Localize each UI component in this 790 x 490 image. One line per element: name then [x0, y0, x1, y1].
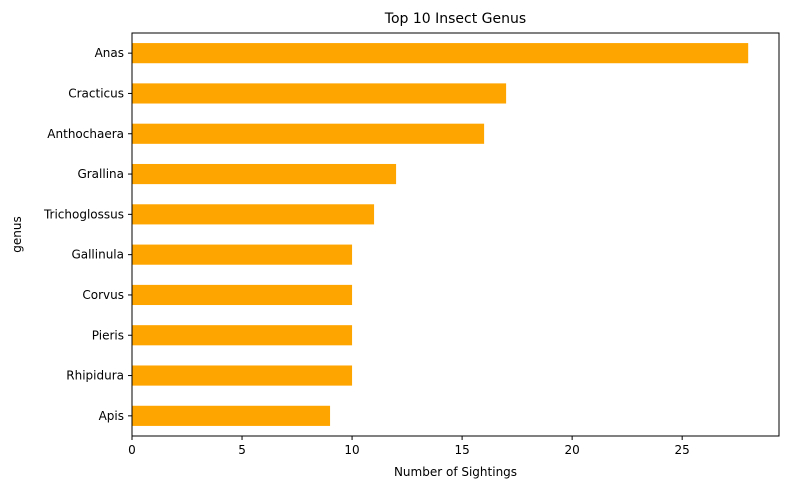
bar-trichoglossus — [132, 204, 375, 225]
bars-group — [132, 43, 749, 426]
x-tick-label: 5 — [238, 443, 246, 457]
bar-pieris — [132, 325, 353, 346]
y-tick-label: Corvus — [82, 288, 124, 302]
bar-rhipidura — [132, 365, 353, 386]
y-tick-label: Anthochaera — [47, 127, 124, 141]
y-tick-label: Pieris — [92, 328, 124, 342]
x-axis-label: Number of Sightings — [394, 465, 517, 479]
y-tick-label: Apis — [99, 409, 124, 423]
y-axis-label: genus — [10, 216, 24, 252]
x-tick-label: 25 — [675, 443, 690, 457]
bar-gallinula — [132, 244, 353, 265]
plot-frame — [131, 32, 780, 437]
bar-anas — [132, 43, 749, 64]
x-axis-ticks: 0 5 10 15 20 25 — [128, 436, 690, 457]
x-tick-label: 15 — [454, 443, 469, 457]
bar-anthochaera — [132, 123, 485, 144]
y-tick-label: Grallina — [77, 167, 124, 181]
y-tick-label: Trichoglossus — [43, 207, 124, 221]
x-tick-label: 0 — [128, 443, 136, 457]
y-tick-label: Cracticus — [68, 86, 124, 100]
bar-grallina — [132, 163, 397, 185]
y-tick-label: Gallinula — [71, 248, 124, 262]
y-tick-label: Rhipidura — [66, 369, 124, 383]
y-axis-ticks: Anas Cracticus Anthochaera Grallina Trichogl… — [43, 46, 132, 423]
x-tick-label: 10 — [344, 443, 359, 457]
bar-apis — [132, 405, 331, 426]
chart-title: Top 10 Insect Genus — [384, 11, 526, 27]
y-tick-label: Anas — [95, 46, 124, 60]
bar-cracticus — [132, 83, 507, 104]
bar-corvus — [132, 284, 353, 306]
x-tick-label: 20 — [564, 443, 579, 457]
